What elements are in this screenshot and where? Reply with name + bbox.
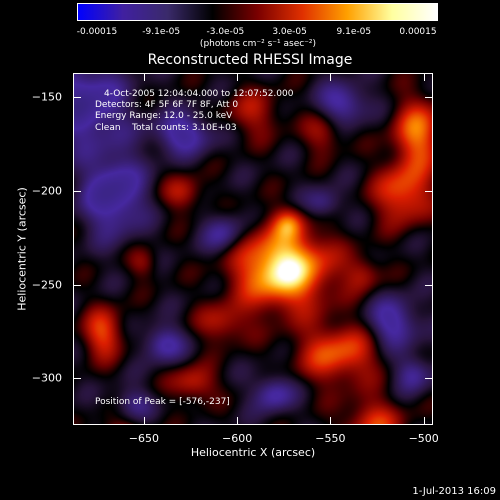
y-tick-label: −200 [31,184,62,198]
y-tick [73,97,81,99]
x-tick-label: −500 [408,432,439,445]
y-tick-label: −250 [31,278,62,292]
y-tick [425,378,433,380]
colorbar-tick-label: -0.00015 [76,27,118,37]
image-title: Reconstructed RHESSI Image [147,52,353,68]
energy-range-text: Energy Range: 12.0 - 25.0 keV [95,111,233,121]
y-tick-label: −150 [31,90,62,104]
x-tick-label: −650 [128,432,159,445]
x-tick [143,73,145,81]
x-tick-label: −600 [222,432,253,445]
y-tick [73,378,81,380]
x-tick [143,417,145,425]
y-tick [73,190,81,192]
heatmap-image [73,73,433,425]
x-tick [237,417,239,425]
colorbar-tick-label: 0.00015 [399,27,437,37]
colorbar-tick-label: 9.1e-05 [336,27,372,37]
detectors-text: Detectors: 4F 5F 6F 7F 8F, Att 0 [95,100,239,110]
y-tick-label: −300 [31,371,62,385]
x-tick [423,417,425,425]
y-tick [425,284,433,286]
colorbar-tick-label: -3.0e-05 [206,27,245,37]
x-tick [237,73,239,81]
colorbar-tick-label: -9.1e-05 [142,27,181,37]
x-tick-label: −550 [315,432,346,445]
colorbar-units: (photons cm⁻² s⁻¹ asec⁻²) [199,39,317,49]
footer-date: 1-Jul-2013 16:09 [412,486,496,497]
y-tick [425,97,433,99]
x-tick [330,73,332,81]
x-axis-label: Heliocentric X (arcsec) [190,446,316,459]
peak-position-text: Position of Peak = [-576,-237] [95,397,230,407]
x-tick [330,417,332,425]
time-range-text: 4-Oct-2005 12:04:04.000 to 12:07:52.000 [104,89,294,99]
clean-counts-text: Clean Total counts: 3.10E+03 [95,123,237,133]
x-tick [423,73,425,81]
colorbar-tick-label: 3.0e-05 [272,27,307,37]
y-axis-label: Heliocentric Y (arcsec) [15,187,29,311]
y-tick [73,284,81,286]
y-tick [425,190,433,192]
colorbar [77,3,438,21]
